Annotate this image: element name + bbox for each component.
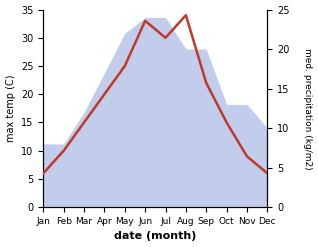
X-axis label: date (month): date (month) [114, 231, 197, 242]
Y-axis label: med. precipitation (kg/m2): med. precipitation (kg/m2) [303, 48, 313, 169]
Y-axis label: max temp (C): max temp (C) [5, 75, 16, 142]
